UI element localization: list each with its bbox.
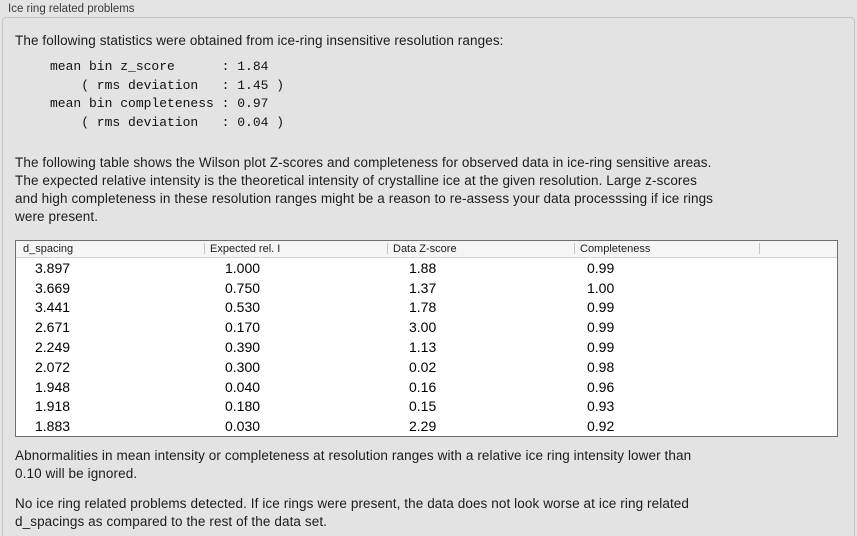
table-cell: 0.300 <box>225 358 261 375</box>
table-row[interactable]: 3.441 0.530 1.78 0.99 <box>16 298 837 318</box>
table-cell: 0.99 <box>587 259 615 276</box>
table-cell: 0.96 <box>587 378 615 395</box>
table-cell: 2.29 <box>409 418 437 435</box>
table-cell: 1.948 <box>35 378 71 395</box>
table-cell: 0.99 <box>587 299 615 316</box>
table-cell: 0.170 <box>225 319 261 336</box>
table-row[interactable]: 1.948 0.040 0.16 0.96 <box>16 377 837 397</box>
column-header-completeness[interactable]: Completeness <box>574 241 759 257</box>
table-cell: 0.030 <box>225 418 261 435</box>
table-cell: 1.918 <box>35 398 71 415</box>
table-header-row: d_spacing Expected rel. I Data Z-score Comp… <box>16 241 837 258</box>
table-cell: 0.02 <box>409 358 437 375</box>
table-cell: 0.530 <box>225 299 261 316</box>
conclusion-text: No ice ring related problems detected. I… <box>15 496 690 530</box>
table-cell: 0.99 <box>587 339 615 356</box>
table-description-text: The following table shows the Wilson plo… <box>15 155 714 224</box>
table-cell: 1.37 <box>409 279 437 296</box>
table-cell: 2.671 <box>35 319 71 336</box>
section-label: Ice ring related problems <box>8 3 135 15</box>
table-cell: 3.441 <box>35 299 71 316</box>
table-row[interactable]: 1.918 0.180 0.15 0.93 <box>16 397 837 417</box>
table-row[interactable]: 2.072 0.300 0.02 0.98 <box>16 357 837 377</box>
table-row[interactable]: 1.883 0.030 2.29 0.92 <box>16 416 837 436</box>
stats-block: mean bin z_score : 1.84 ( rms deviation … <box>50 59 285 130</box>
table-cell: 0.180 <box>225 398 261 415</box>
table-cell: 2.249 <box>35 339 71 356</box>
table-cell: 0.93 <box>587 398 615 415</box>
table-cell: 0.390 <box>225 339 261 356</box>
column-header-data-z-score[interactable]: Data Z-score <box>387 241 574 257</box>
table-cell: 0.750 <box>225 279 261 296</box>
table-cell: 0.98 <box>587 358 615 375</box>
table-cell: 2.072 <box>35 358 71 375</box>
table-cell: 1.78 <box>409 299 437 316</box>
ignore-note-text: Abnormalities in mean intensity or compl… <box>15 448 692 482</box>
table-cell: 0.92 <box>587 418 615 435</box>
column-header-expected-rel-i[interactable]: Expected rel. I <box>204 241 387 257</box>
column-header-d-spacing[interactable]: d_spacing <box>23 243 74 255</box>
table-row[interactable]: 3.669 0.750 1.37 1.00 <box>16 278 837 298</box>
table-row[interactable]: 2.249 0.390 1.13 0.99 <box>16 337 837 357</box>
table-cell: 0.040 <box>225 378 261 395</box>
column-header-empty <box>759 241 837 257</box>
ice-ring-table[interactable]: d_spacing Expected rel. I Data Z-score Comp… <box>15 240 838 438</box>
table-cell: 0.15 <box>409 398 437 415</box>
table-cell: 3.897 <box>35 259 71 276</box>
table-cell: 0.16 <box>409 378 437 395</box>
stats-intro-text: The following statistics were obtained f… <box>15 33 504 48</box>
table-cell: 1.883 <box>35 418 71 435</box>
group-box: The following statistics were obtained f… <box>2 17 855 536</box>
table-cell: 0.99 <box>587 319 615 336</box>
table-cell: 1.88 <box>409 259 437 276</box>
table-cell: 3.00 <box>409 319 437 336</box>
table-row[interactable]: 2.671 0.170 3.00 0.99 <box>16 317 837 337</box>
table-row[interactable]: 3.897 1.000 1.88 0.99 <box>16 258 837 278</box>
table-cell: 1.00 <box>587 279 615 296</box>
table-cell: 1.000 <box>225 259 261 276</box>
table-body: 3.897 1.000 1.88 0.99 3.669 0.750 1.37 1.00 3.44… <box>16 258 837 436</box>
table-cell: 1.13 <box>409 339 437 356</box>
table-cell: 3.669 <box>35 279 71 296</box>
